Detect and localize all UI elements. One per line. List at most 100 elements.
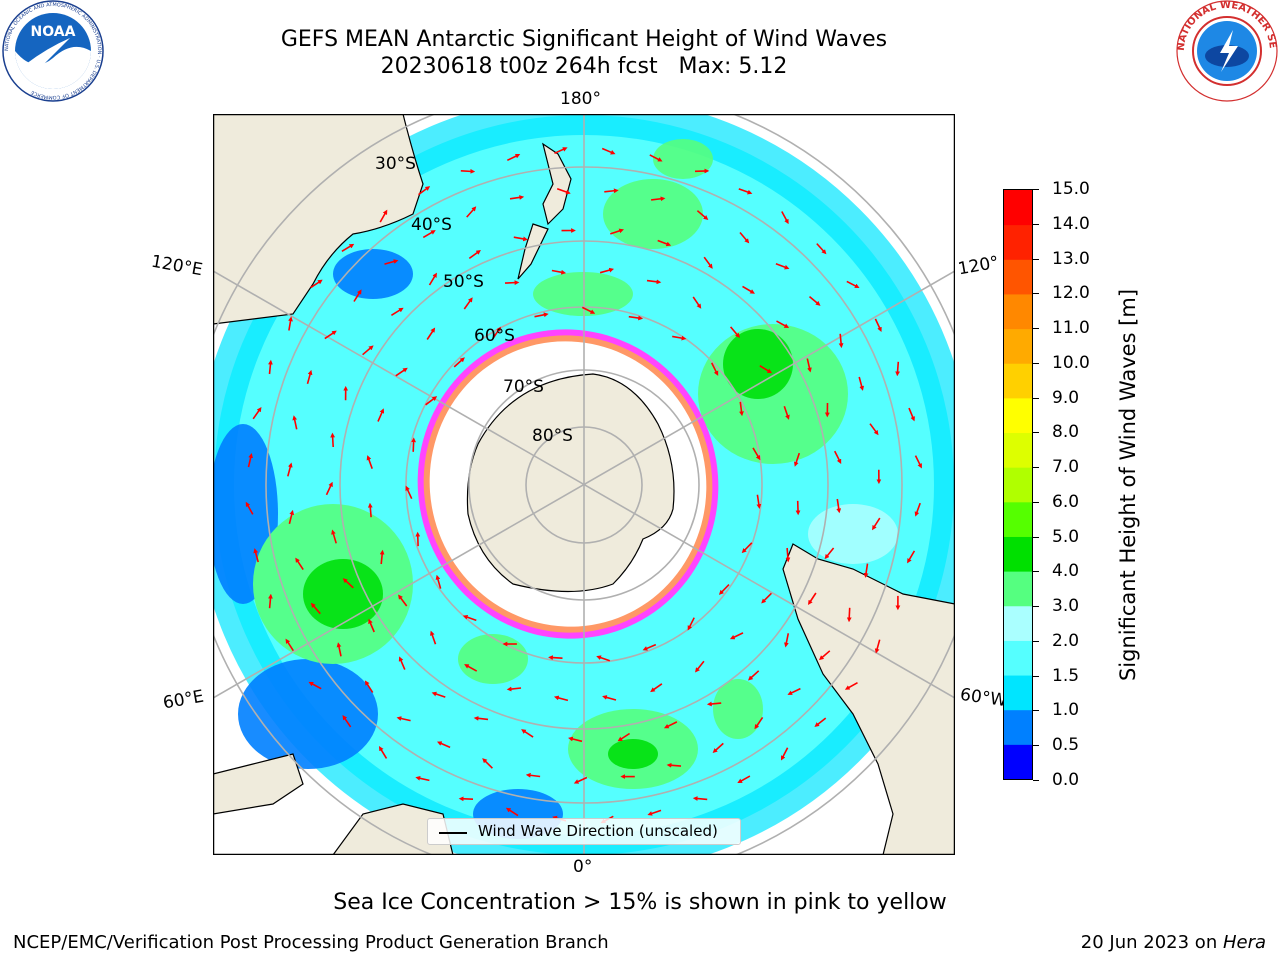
- colorbar-segment: [1004, 536, 1032, 572]
- wave-direction-arrow: [390, 307, 404, 316]
- wave-direction-arrow: [568, 736, 583, 743]
- wave-direction-arrow: [505, 807, 519, 817]
- wave-direction-arrow: [405, 485, 413, 500]
- wave-direction-arrow: [784, 633, 790, 648]
- colorbar-tick-mark: [1033, 397, 1039, 399]
- wave-direction-arrow: [824, 547, 835, 560]
- colorbar-tick-mark: [1033, 780, 1039, 781]
- colorbar-segment: [1004, 397, 1032, 434]
- wave-direction-arrow: [833, 450, 842, 464]
- wave-direction-arrow: [287, 462, 293, 477]
- wave-direction-arrow: [460, 168, 476, 174]
- colorbar-tick-label: 9.0: [1052, 387, 1080, 408]
- colorbar-segment: [1004, 224, 1032, 260]
- nws-logo-icon: NATIONAL WEATHER SERVICE: [1176, 0, 1278, 102]
- wave-direction-arrow: [342, 715, 352, 728]
- colorbar-tick-label: 15.0: [1052, 179, 1090, 199]
- colorbar-tick-mark: [1033, 745, 1039, 747]
- wave-direction-arrow: [599, 267, 615, 274]
- wave-direction-arrow: [377, 408, 385, 422]
- wave-direction-arrow: [581, 306, 596, 314]
- colorbar-tick-mark: [1033, 293, 1039, 295]
- wave-direction-arrow: [534, 312, 549, 318]
- colorbar-segment: [1004, 190, 1032, 226]
- wave-direction-arrow: [368, 618, 375, 633]
- wave-direction-arrow: [509, 195, 525, 200]
- colorbar-tick-label: 2.0: [1052, 630, 1080, 651]
- wave-direction-arrow: [783, 406, 790, 420]
- colorbar-tick-label: 14.0: [1052, 213, 1090, 234]
- colorbar-tick-mark: [1033, 362, 1039, 364]
- wave-direction-arrow: [430, 630, 437, 645]
- wave-direction-arrow: [330, 432, 336, 448]
- legend-line: [439, 832, 467, 834]
- wave-direction-arrow: [308, 681, 322, 690]
- wave-direction-arrow: [364, 680, 374, 693]
- noaa-logo-icon: NOAA NATIONAL OCEANIC AND ATMOSPHERIC AD…: [2, 0, 104, 102]
- colorbar-segment: [1004, 571, 1032, 607]
- lat-label-30s: 30°S: [375, 154, 416, 174]
- wave-direction-arrow: [473, 715, 489, 721]
- colorbar-tick-label: 0.0: [1052, 770, 1080, 790]
- legend-label: Wind Wave Direction (unscaled): [478, 822, 718, 840]
- wave-direction-arrow: [341, 243, 355, 252]
- colorbar-tick-mark: [1033, 640, 1039, 642]
- colorbar-segment: [1004, 293, 1032, 330]
- wave-direction-arrow: [647, 809, 662, 816]
- wave-direction-arrow: [628, 315, 644, 321]
- wave-direction-arrow: [379, 549, 385, 565]
- wave-direction-arrow: [617, 732, 631, 742]
- colorbar-tick-label: 1.5: [1052, 665, 1080, 686]
- wave-direction-arrow: [756, 494, 762, 509]
- wave-direction-arrow: [466, 206, 477, 218]
- wave-direction-arrow: [657, 239, 672, 247]
- colorbar-tick-label: 1.0: [1052, 700, 1080, 721]
- colorbar-tick-mark: [1033, 536, 1039, 538]
- wave-direction-arrow: [687, 617, 695, 631]
- wave-direction-arrow: [858, 376, 864, 391]
- colorbar-tick-label: 10.0: [1052, 352, 1090, 373]
- wave-direction-arrow: [245, 501, 254, 515]
- wave-direction-arrow: [336, 642, 342, 657]
- wave-direction-arrow: [672, 335, 687, 341]
- wave-direction-arrow: [596, 655, 611, 662]
- wave-direction-arrow: [874, 639, 881, 654]
- wave-direction-arrow: [642, 643, 657, 651]
- wave-direction-arrow: [426, 327, 436, 340]
- wave-direction-arrow: [754, 716, 764, 730]
- lat-label-60s: 60°S: [474, 326, 515, 346]
- wave-direction-arrow: [425, 396, 438, 406]
- wave-direction-arrow: [846, 607, 852, 623]
- wave-direction-arrow: [362, 345, 374, 356]
- colorbar-tick-label: 11.0: [1052, 318, 1090, 339]
- wave-direction-arrow: [396, 716, 411, 722]
- wave-direction-arrow: [710, 362, 719, 376]
- wave-direction-arrow: [729, 326, 740, 338]
- wave-direction-arrow: [785, 547, 791, 563]
- colorbar-segment: [1004, 744, 1032, 779]
- wave-direction-arrow: [712, 742, 724, 754]
- colorbar-tick-label: 3.0: [1052, 596, 1080, 617]
- colorbar-tick-mark: [1033, 258, 1039, 260]
- wave-direction-arrow: [418, 186, 431, 196]
- wave-direction-arrow: [650, 683, 663, 693]
- wave-direction-arrow: [838, 333, 844, 349]
- wave-direction-arrow: [775, 263, 790, 270]
- colorbar-tick-label: 4.0: [1052, 561, 1080, 582]
- wave-direction-arrow: [506, 686, 522, 692]
- noaa-logo-text: NOAA: [31, 24, 76, 40]
- colorbar-tick-mark: [1033, 223, 1039, 225]
- wave-direction-arrow: [729, 632, 744, 640]
- wave-direction-arrow: [268, 593, 273, 609]
- wave-direction-arrow: [462, 614, 477, 622]
- wave-direction-arrow: [548, 655, 563, 660]
- wave-direction-arrow: [398, 656, 406, 670]
- colorbar-segment: [1004, 259, 1032, 295]
- lat-label-80s: 80°S: [532, 426, 573, 446]
- wave-direction-arrow: [761, 592, 772, 604]
- wave-direction-arrow: [780, 747, 789, 761]
- title-line-1: GEFS MEAN Antarctic Significant Height o…: [280, 27, 888, 52]
- colorbar-tick-label: 8.0: [1052, 422, 1080, 443]
- wave-direction-arrow: [463, 297, 473, 310]
- wave-direction-arrow: [793, 452, 801, 467]
